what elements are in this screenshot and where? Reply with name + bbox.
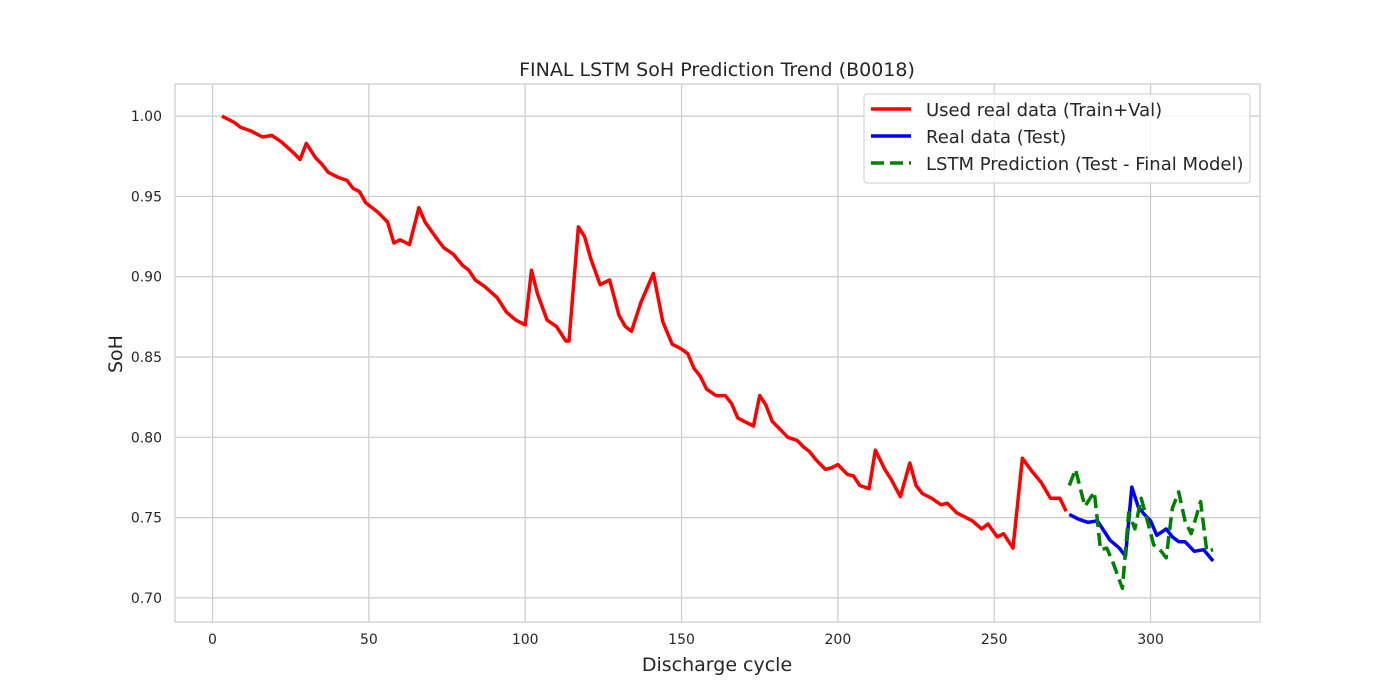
- y-axis-label: SoH: [105, 335, 127, 373]
- x-tick-label: 300: [1137, 632, 1164, 648]
- x-tick-label: 100: [512, 632, 539, 648]
- y-tick-label: 0.85: [131, 350, 162, 366]
- x-tick-label: 50: [360, 632, 378, 648]
- x-tick-label: 200: [825, 632, 852, 648]
- tick-labels: 0 50 100 150 200 250 300 0.70 0.75 0.80 0.85 0.90 0.…: [131, 109, 1164, 648]
- x-axis-label: Discharge cycle: [642, 654, 792, 676]
- x-tick-label: 150: [668, 632, 695, 648]
- x-tick-label: 0: [208, 632, 217, 648]
- legend: Used real data (Train+Val) Real data (Te…: [863, 93, 1251, 184]
- y-tick-label: 0.95: [131, 189, 162, 205]
- chart-title: FINAL LSTM SoH Prediction Trend (B0018): [519, 59, 915, 81]
- series-prediction-line: [1067, 467, 1214, 591]
- series-train-val-line: [221, 114, 1068, 550]
- legend-box: [863, 93, 1251, 184]
- y-tick-label: 0.80: [131, 430, 162, 446]
- y-tick-label: 0.70: [131, 591, 162, 607]
- x-tick-label: 250: [981, 632, 1008, 648]
- legend-label-prediction: LSTM Prediction (Test - Final Model): [926, 154, 1244, 175]
- series-lines: [221, 114, 1215, 591]
- legend-label-train-val: Used real data (Train+Val): [926, 100, 1162, 121]
- y-tick-label: 0.90: [131, 270, 162, 286]
- y-tick-label: 0.75: [131, 511, 162, 527]
- legend-label-test: Real data (Test): [926, 127, 1066, 148]
- y-tick-label: 1.00: [131, 109, 162, 125]
